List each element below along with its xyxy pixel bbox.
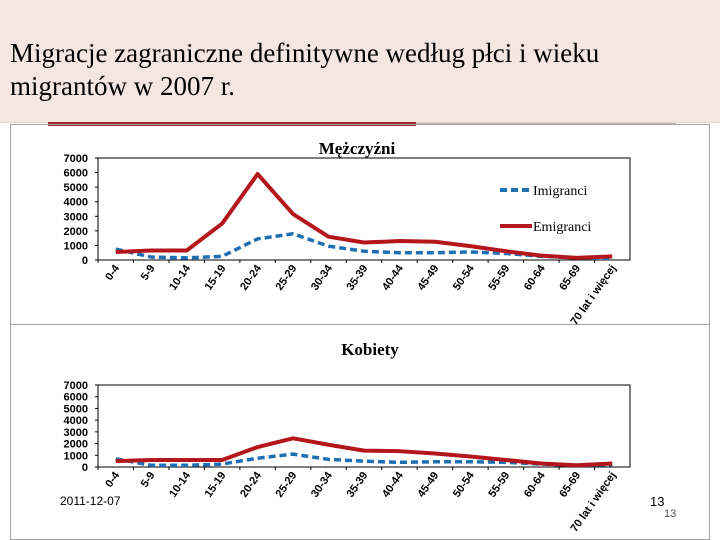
- women-xtick-label: 65-69: [557, 470, 583, 500]
- women-xtick-label: 0-4: [103, 469, 122, 490]
- men-xtick-label: 20-24: [238, 262, 264, 293]
- men-chart-title: Mężczyźni: [319, 139, 396, 158]
- women-xtick-label: 35-39: [344, 470, 370, 500]
- women-ytick-label: 2000: [64, 439, 88, 451]
- women-ytick-label: 0: [82, 462, 88, 474]
- slide-title: Migracje zagraniczne definitywne według …: [10, 38, 600, 101]
- slide-number: 13: [650, 494, 665, 509]
- men-xtick-label: 0-4: [103, 262, 122, 283]
- women-xtick-label: 45-49: [415, 470, 441, 500]
- title-accent-line-thin: [416, 123, 676, 124]
- women-xtick-label: 40-44: [380, 469, 406, 500]
- men-ytick-label: 0: [82, 255, 88, 267]
- men-xtick-label: 40-44: [380, 262, 406, 293]
- legend-label-imigranci: Imigranci: [533, 184, 588, 199]
- legend: Imigranci Emigranci: [492, 176, 612, 242]
- women-plot-area: [97, 384, 631, 468]
- chart-divider: [10, 324, 710, 325]
- men-xtick-label: 35-39: [344, 263, 370, 293]
- women-series-imigranci-line: [115, 452, 613, 467]
- men-xtick-label: 50-54: [451, 262, 477, 293]
- men-xtick-label: 60-64: [522, 262, 548, 293]
- men-ytick-label: 1000: [64, 240, 88, 252]
- women-chart-title: Kobiety: [341, 340, 399, 359]
- women-ytick-label: 6000: [64, 392, 88, 404]
- men-ytick-label: 3000: [64, 211, 88, 223]
- women-ytick-label: 1000: [64, 450, 88, 462]
- title-band: [0, 0, 720, 123]
- legend-background: [492, 176, 612, 242]
- men-ytick-label: 5000: [64, 182, 88, 194]
- women-ytick-label: 4000: [64, 415, 88, 427]
- men-xtick-label: 45-49: [415, 263, 441, 293]
- women-xtick-label: 60-64: [522, 469, 548, 500]
- women-xtick-label: 15-19: [203, 470, 229, 500]
- women-xtick-label: 25-29: [274, 470, 300, 500]
- slide-number-small: 13: [664, 508, 677, 520]
- men-xtick-label: 55-59: [486, 263, 512, 293]
- men-ytick-label: 6000: [64, 168, 88, 180]
- men-xtick-label: 30-34: [309, 262, 335, 293]
- men-xtick-label: 65-69: [557, 263, 583, 293]
- men-xtick-label: 10-14: [167, 262, 193, 293]
- men-ytick-label: 4000: [64, 197, 88, 209]
- men-chart: Mężczyźni 0 1000 2000 3000 4000 5000 6000 7000 0-…: [64, 139, 631, 327]
- women-xtick-label: 20-24: [238, 469, 264, 500]
- legend-label-emigranci: Emigranci: [533, 220, 591, 235]
- women-xtick-label: 50-54: [451, 469, 477, 500]
- footer-date: 2011-12-07: [60, 494, 121, 508]
- women-ytick-label: 3000: [64, 427, 88, 439]
- women-ytick-label: 5000: [64, 403, 88, 415]
- men-xtick-label: 25-29: [274, 263, 300, 293]
- women-xtick-label: 10-14: [167, 469, 193, 500]
- women-xtick-label: 30-34: [309, 469, 335, 500]
- men-plot-area: [97, 157, 631, 261]
- men-xtick-label: 15-19: [203, 263, 229, 293]
- men-ytick-label: 7000: [64, 153, 88, 165]
- women-xtick-label: 55-59: [486, 470, 512, 500]
- men-ytick-label: 2000: [64, 226, 88, 238]
- men-xtick-label: 5-9: [139, 263, 158, 283]
- women-ytick-label: 7000: [64, 380, 88, 392]
- women-xtick-label: 5-9: [139, 470, 158, 490]
